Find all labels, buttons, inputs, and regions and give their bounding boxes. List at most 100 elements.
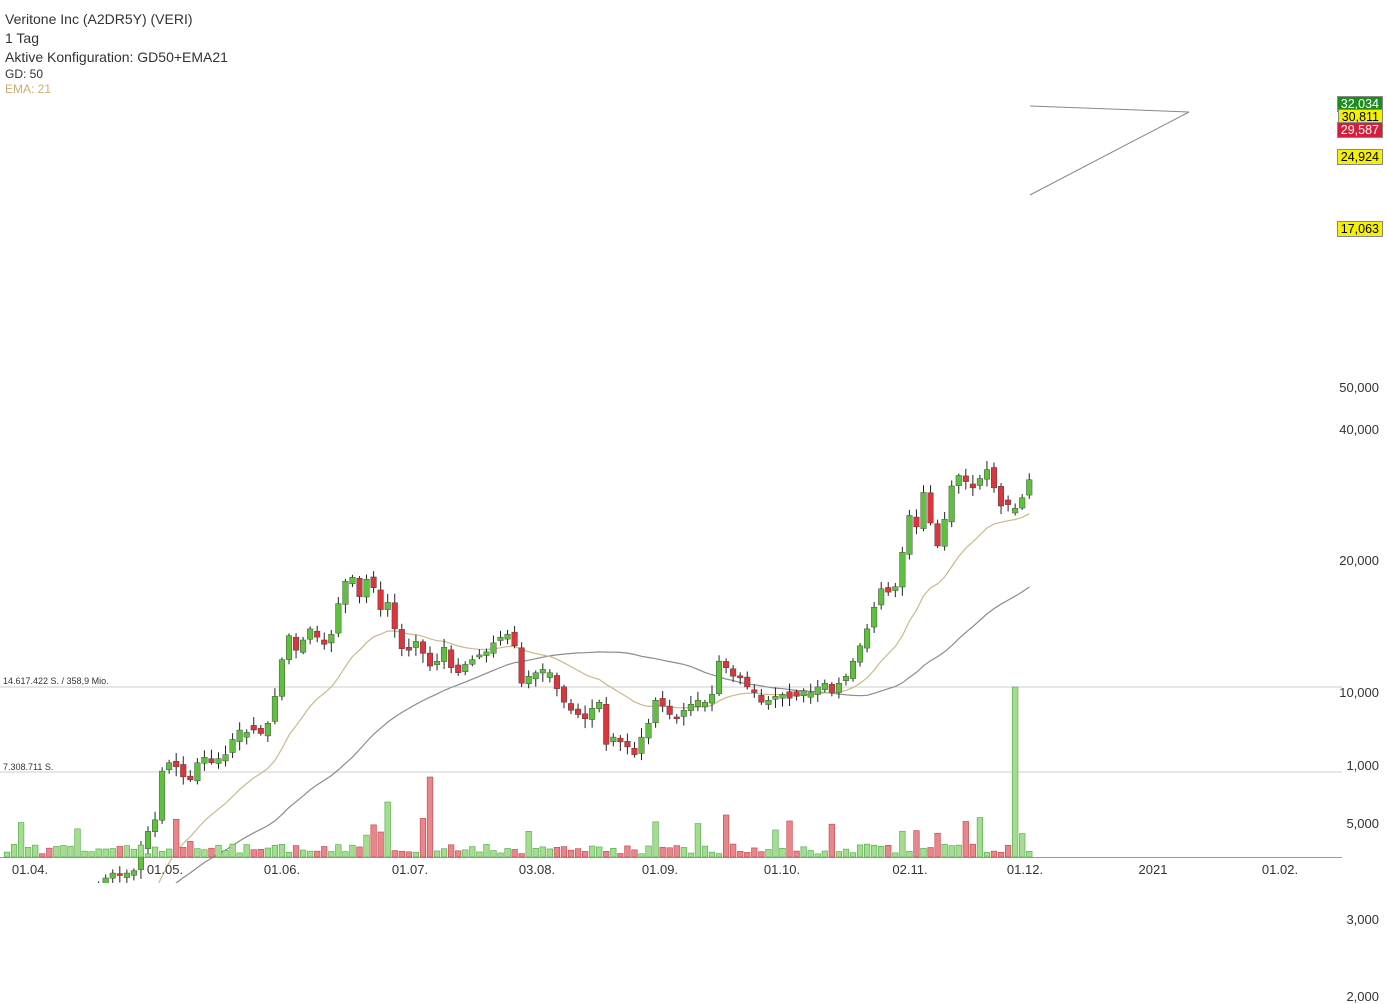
- volume-bar: [758, 851, 765, 858]
- candle-body: [144, 831, 151, 849]
- volume-bar: [560, 846, 568, 858]
- candle-body: [546, 672, 553, 678]
- candle-body: [610, 736, 617, 742]
- y-tick-label: 40,000: [1339, 422, 1379, 438]
- volume-bar: [10, 844, 18, 858]
- candle-body: [286, 635, 293, 660]
- volume-bar: [236, 852, 243, 858]
- candle-body: [201, 757, 208, 764]
- candle-body: [321, 639, 328, 645]
- candle-body: [532, 672, 539, 680]
- x-tick-label: 01.07.: [391, 862, 429, 877]
- x-tick-label: 01.10.: [763, 862, 801, 877]
- volume-bar: [793, 850, 800, 858]
- y-tick-label: 5,000: [1346, 815, 1379, 831]
- candlestick-series: [98, 461, 1033, 883]
- ema-label: EMA: 21: [5, 82, 52, 96]
- volume-bar: [920, 847, 927, 858]
- volume-bar: [335, 844, 342, 858]
- candle-body: [483, 651, 490, 656]
- volume-bar: [779, 847, 786, 858]
- volume-bar: [116, 846, 123, 858]
- volume-bar: [25, 846, 32, 858]
- candle-body: [553, 675, 560, 689]
- volume-bar: [659, 846, 666, 858]
- volume-bar: [328, 851, 335, 858]
- volume-bar: [433, 850, 441, 858]
- volume-bar: [645, 845, 652, 858]
- volume-bar: [708, 851, 716, 858]
- volume-bar: [123, 845, 130, 858]
- volume-mid-label: 7.308.711 S.: [3, 762, 54, 772]
- candle-body: [525, 676, 532, 685]
- volume-bar: [180, 847, 187, 858]
- volume-bar: [229, 843, 236, 858]
- volume-bar: [828, 823, 835, 858]
- volume-bar: [32, 844, 39, 858]
- candle-body: [173, 760, 180, 768]
- volume-bar: [307, 850, 314, 858]
- candle-body: [441, 647, 448, 662]
- volume-bar: [60, 845, 67, 858]
- volume-bar: [151, 846, 159, 858]
- price-badge: 30,811: [1337, 109, 1383, 125]
- candle-body: [998, 486, 1005, 507]
- volume-bar: [934, 832, 941, 858]
- volume-bar: [321, 846, 328, 858]
- candle-body: [229, 739, 236, 753]
- volume-bar: [737, 851, 744, 858]
- candle-body: [828, 684, 835, 693]
- volume-bar: [398, 850, 405, 858]
- volume-bar: [603, 851, 610, 858]
- candle-body: [405, 646, 412, 651]
- volume-bar: [88, 851, 95, 858]
- candle-body: [370, 576, 377, 588]
- ema21-line: [158, 513, 1030, 883]
- candle-body: [892, 586, 899, 591]
- candle-body: [469, 659, 476, 665]
- volume-bar: [511, 849, 518, 858]
- candle-body: [624, 741, 631, 748]
- candle-body: [335, 603, 342, 634]
- candle-body: [864, 628, 871, 649]
- volume-bar: [842, 848, 850, 858]
- candle-body: [772, 696, 779, 700]
- candle-body: [391, 602, 398, 630]
- candle-body: [434, 660, 441, 665]
- candle-body: [377, 589, 384, 610]
- candle-body: [1012, 507, 1019, 514]
- volume-bar: [405, 851, 412, 858]
- volume-bar: [292, 845, 300, 858]
- candle-body: [758, 695, 765, 703]
- volume-bar: [878, 846, 885, 858]
- volume-bar: [553, 846, 560, 858]
- candle-body: [962, 475, 969, 482]
- volume-bar: [694, 823, 701, 858]
- volume-bar: [208, 847, 215, 858]
- volume-bar: [278, 844, 286, 858]
- candle-body: [582, 713, 589, 720]
- volume-bar: [835, 851, 842, 858]
- volume-bar: [1012, 686, 1019, 858]
- candle-body: [250, 725, 257, 731]
- candle-body: [730, 668, 737, 677]
- candle-body: [948, 485, 955, 523]
- volume-bar: [109, 848, 116, 858]
- candle-body: [236, 729, 243, 742]
- volume-bar: [159, 851, 166, 858]
- candle-body: [518, 647, 525, 684]
- volume-bar: [412, 851, 420, 858]
- x-tick-label: 01.09.: [641, 862, 679, 877]
- chart-interval: 1 Tag: [5, 30, 39, 46]
- candle-body: [652, 700, 659, 724]
- volume-bar: [962, 821, 969, 858]
- volume-bar: [504, 848, 511, 858]
- volume-bar: [525, 830, 532, 858]
- gd50-line: [175, 586, 1030, 883]
- volume-bar: [955, 844, 962, 858]
- x-tick-label: 2021: [1138, 862, 1168, 877]
- y-tick-label: 2,000: [1346, 988, 1379, 1004]
- volume-bar: [173, 818, 180, 858]
- volume-bar: [271, 844, 279, 858]
- x-tick-label: 03.08.: [518, 862, 556, 877]
